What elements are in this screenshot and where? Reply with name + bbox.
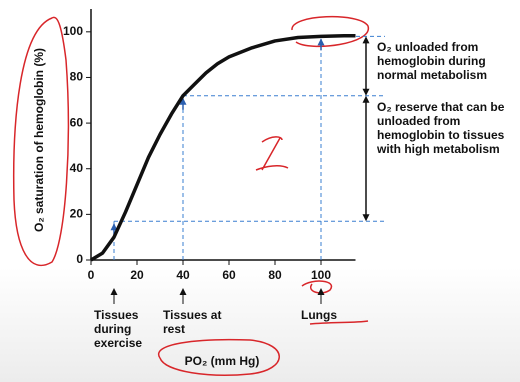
reference-label: Tissues at rest (163, 308, 222, 336)
label-arrow-head (317, 288, 325, 295)
curve (90, 33, 356, 262)
blue-arrow-head (179, 97, 187, 105)
y-tick-label: 0 (76, 252, 83, 266)
y-tick-label: 60 (70, 115, 84, 129)
y-tick-label: 80 (70, 70, 84, 84)
y-tick-label: 20 (70, 207, 84, 221)
x-tick-label: 0 (88, 268, 95, 282)
reference-label: Tissues during exercise (94, 308, 143, 350)
bracket-head (362, 214, 370, 222)
x-tick-label: 60 (222, 268, 236, 282)
y-tick-label: 40 (70, 161, 84, 175)
label-arrow-head (179, 288, 187, 295)
y-axis-title: O₂ saturation of hemoglobin (%) (32, 48, 46, 232)
y-tick-label: 100 (63, 24, 83, 38)
handwriting (12, 15, 369, 376)
reference-label: Lungs (301, 308, 337, 322)
label-arrow-head (110, 288, 118, 295)
bracket-text: O₂ unloaded from hemoglobin during norma… (377, 40, 488, 83)
bracket-head (362, 95, 370, 103)
blue-arrow-head (317, 38, 325, 46)
x-tick-label: 40 (176, 268, 190, 282)
x-axis-title: PO₂ (mm Hg) (185, 354, 260, 368)
bracket-text: O₂ reserve that can be unloaded from hem… (377, 99, 505, 156)
x-tick-label: 80 (268, 268, 282, 282)
bracket-head (362, 36, 370, 44)
x-tick-label: 20 (130, 268, 144, 282)
x-tick-label: 100 (311, 268, 331, 282)
blue-arrow-head (110, 223, 118, 231)
bracket-head (362, 88, 370, 96)
